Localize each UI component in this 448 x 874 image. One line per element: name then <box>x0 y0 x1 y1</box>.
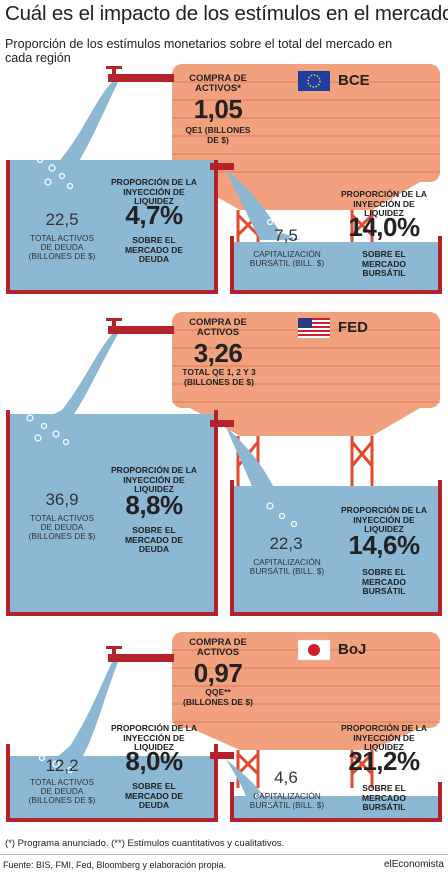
debt-tank <box>6 744 218 822</box>
debt-share-header: PROPORCIÓN DE LA INYECCIÓN DE LIQUIDEZ <box>111 465 197 494</box>
debt-tank <box>6 410 218 616</box>
brand-logo: elEconomista <box>383 859 444 870</box>
debt-share-header: PROPORCIÓN DE LA INYECCIÓN DE LIQUIDEZ <box>111 177 197 206</box>
panel-fed: FED COMPRA DE ACTIVOS 3,26 TOTAL QE 1, 2… <box>0 310 448 622</box>
debt-share-footer: SOBRE EL MERCADO DE DEUDA <box>124 525 184 554</box>
debt-share: 8,8% <box>125 490 183 520</box>
equity-share-footer: SOBRE EL MERCADO BURSÁTIL <box>362 783 406 812</box>
panel-bce: BCE COMPRA DE ACTIVOS* 1,05 QE1 (BILLONE… <box>0 60 448 300</box>
debt-share-header: PROPORCIÓN DE LA INYECCIÓN DE LIQUIDEZ <box>111 723 197 752</box>
footnote: (*) Programa anunciado. (**) Estímulos c… <box>5 838 285 849</box>
debt-share-footer: SOBRE EL MERCADO DE DEUDA <box>124 235 184 264</box>
equity-water <box>232 242 440 290</box>
equity-share: 14,0% <box>348 212 420 242</box>
bank-name: FED <box>338 319 368 336</box>
debt-label: TOTAL ACTIVOS DE DEUDA (BILLONES DE $) <box>28 777 96 805</box>
debt-total: 12,2 <box>45 756 79 775</box>
equity-tank <box>230 480 442 616</box>
equity-share-footer: SOBRE EL MERCADO BURSÁTIL <box>362 567 406 596</box>
equity-share: 21,2% <box>348 746 420 776</box>
purchase-value: 3,26 <box>193 338 243 368</box>
panel-fed-illustration <box>6 312 442 616</box>
debt-tank <box>6 160 218 294</box>
debt-water <box>8 414 216 612</box>
purchase-value: 1,05 <box>193 94 243 124</box>
panel-boj: BoJ COMPRA DE ACTIVOS 0,97 QQE** (BILLON… <box>0 628 448 828</box>
debt-total: 22,5 <box>45 210 79 229</box>
page-title: Cuál es el impacto de los estímulos en e… <box>5 2 448 25</box>
eu-flag-icon <box>298 71 330 91</box>
equity-label: CAPITALIZACIÓN BURSÁTIL (BILL. $) <box>249 791 325 810</box>
debt-water <box>8 160 216 290</box>
debt-share-footer: SOBRE EL MERCADO DE DEUDA <box>124 781 184 810</box>
equity-total: 4,6 <box>274 768 298 787</box>
panel-boj-illustration <box>6 632 442 822</box>
bank-name: BoJ <box>338 641 367 658</box>
purchase-note: QE1 (BILLONES DE $) <box>185 125 251 145</box>
debt-label: TOTAL ACTIVOS DE DEUDA (BILLONES DE $) <box>28 233 96 261</box>
equity-share-footer: SOBRE EL MERCADO BURSÁTIL <box>362 249 406 278</box>
us-flag-icon <box>298 318 330 338</box>
japan-flag-icon <box>297 639 331 661</box>
divider <box>0 854 448 855</box>
equity-share-header: PROPORCIÓN DE LA INYECCIÓN DE LIQUIDEZ <box>341 505 427 534</box>
purchase-header: COMPRA DE ACTIVOS <box>189 637 247 658</box>
debt-share: 4,7% <box>125 200 183 230</box>
debt-total: 36,9 <box>45 490 79 509</box>
source: Fuente: BIS, FMI, Fed, Bloomberg y elabo… <box>3 860 227 870</box>
equity-label: CAPITALIZACIÓN BURSÁTIL (BILL. $) <box>249 249 325 268</box>
debt-share: 8,0% <box>125 746 183 776</box>
equity-total: 7,5 <box>274 226 298 245</box>
equity-tank <box>230 236 442 294</box>
equity-share: 14,6% <box>348 530 420 560</box>
purchase-note: TOTAL QE 1, 2 Y 3 (BILLONES DE $) <box>182 367 256 387</box>
bank-name: BCE <box>338 72 370 89</box>
page-subtitle: Proporción de los estímulos monetarios s… <box>5 37 393 65</box>
equity-label: CAPITALIZACIÓN BURSÁTIL (BILL. $) <box>249 557 325 576</box>
purchase-header: COMPRA DE ACTIVOS* <box>189 73 247 94</box>
equity-total: 22,3 <box>269 534 303 553</box>
purchase-header: COMPRA DE ACTIVOS <box>189 317 247 338</box>
equity-water <box>232 796 440 818</box>
purchase-value: 0,97 <box>193 658 243 688</box>
equity-tank <box>230 782 442 822</box>
debt-label: TOTAL ACTIVOS DE DEUDA (BILLONES DE $) <box>28 513 96 541</box>
debt-water <box>8 756 216 818</box>
equity-share-header: PROPORCIÓN DE LA INYECCIÓN DE LIQUIDEZ <box>341 723 427 752</box>
equity-share-header: PROPORCIÓN DE LA INYECCIÓN DE LIQUIDEZ <box>341 189 427 218</box>
brick-tank <box>172 64 440 182</box>
panel-bce-illustration <box>6 64 442 294</box>
purchase-note: QQE** (BILLONES DE $) <box>183 687 253 707</box>
